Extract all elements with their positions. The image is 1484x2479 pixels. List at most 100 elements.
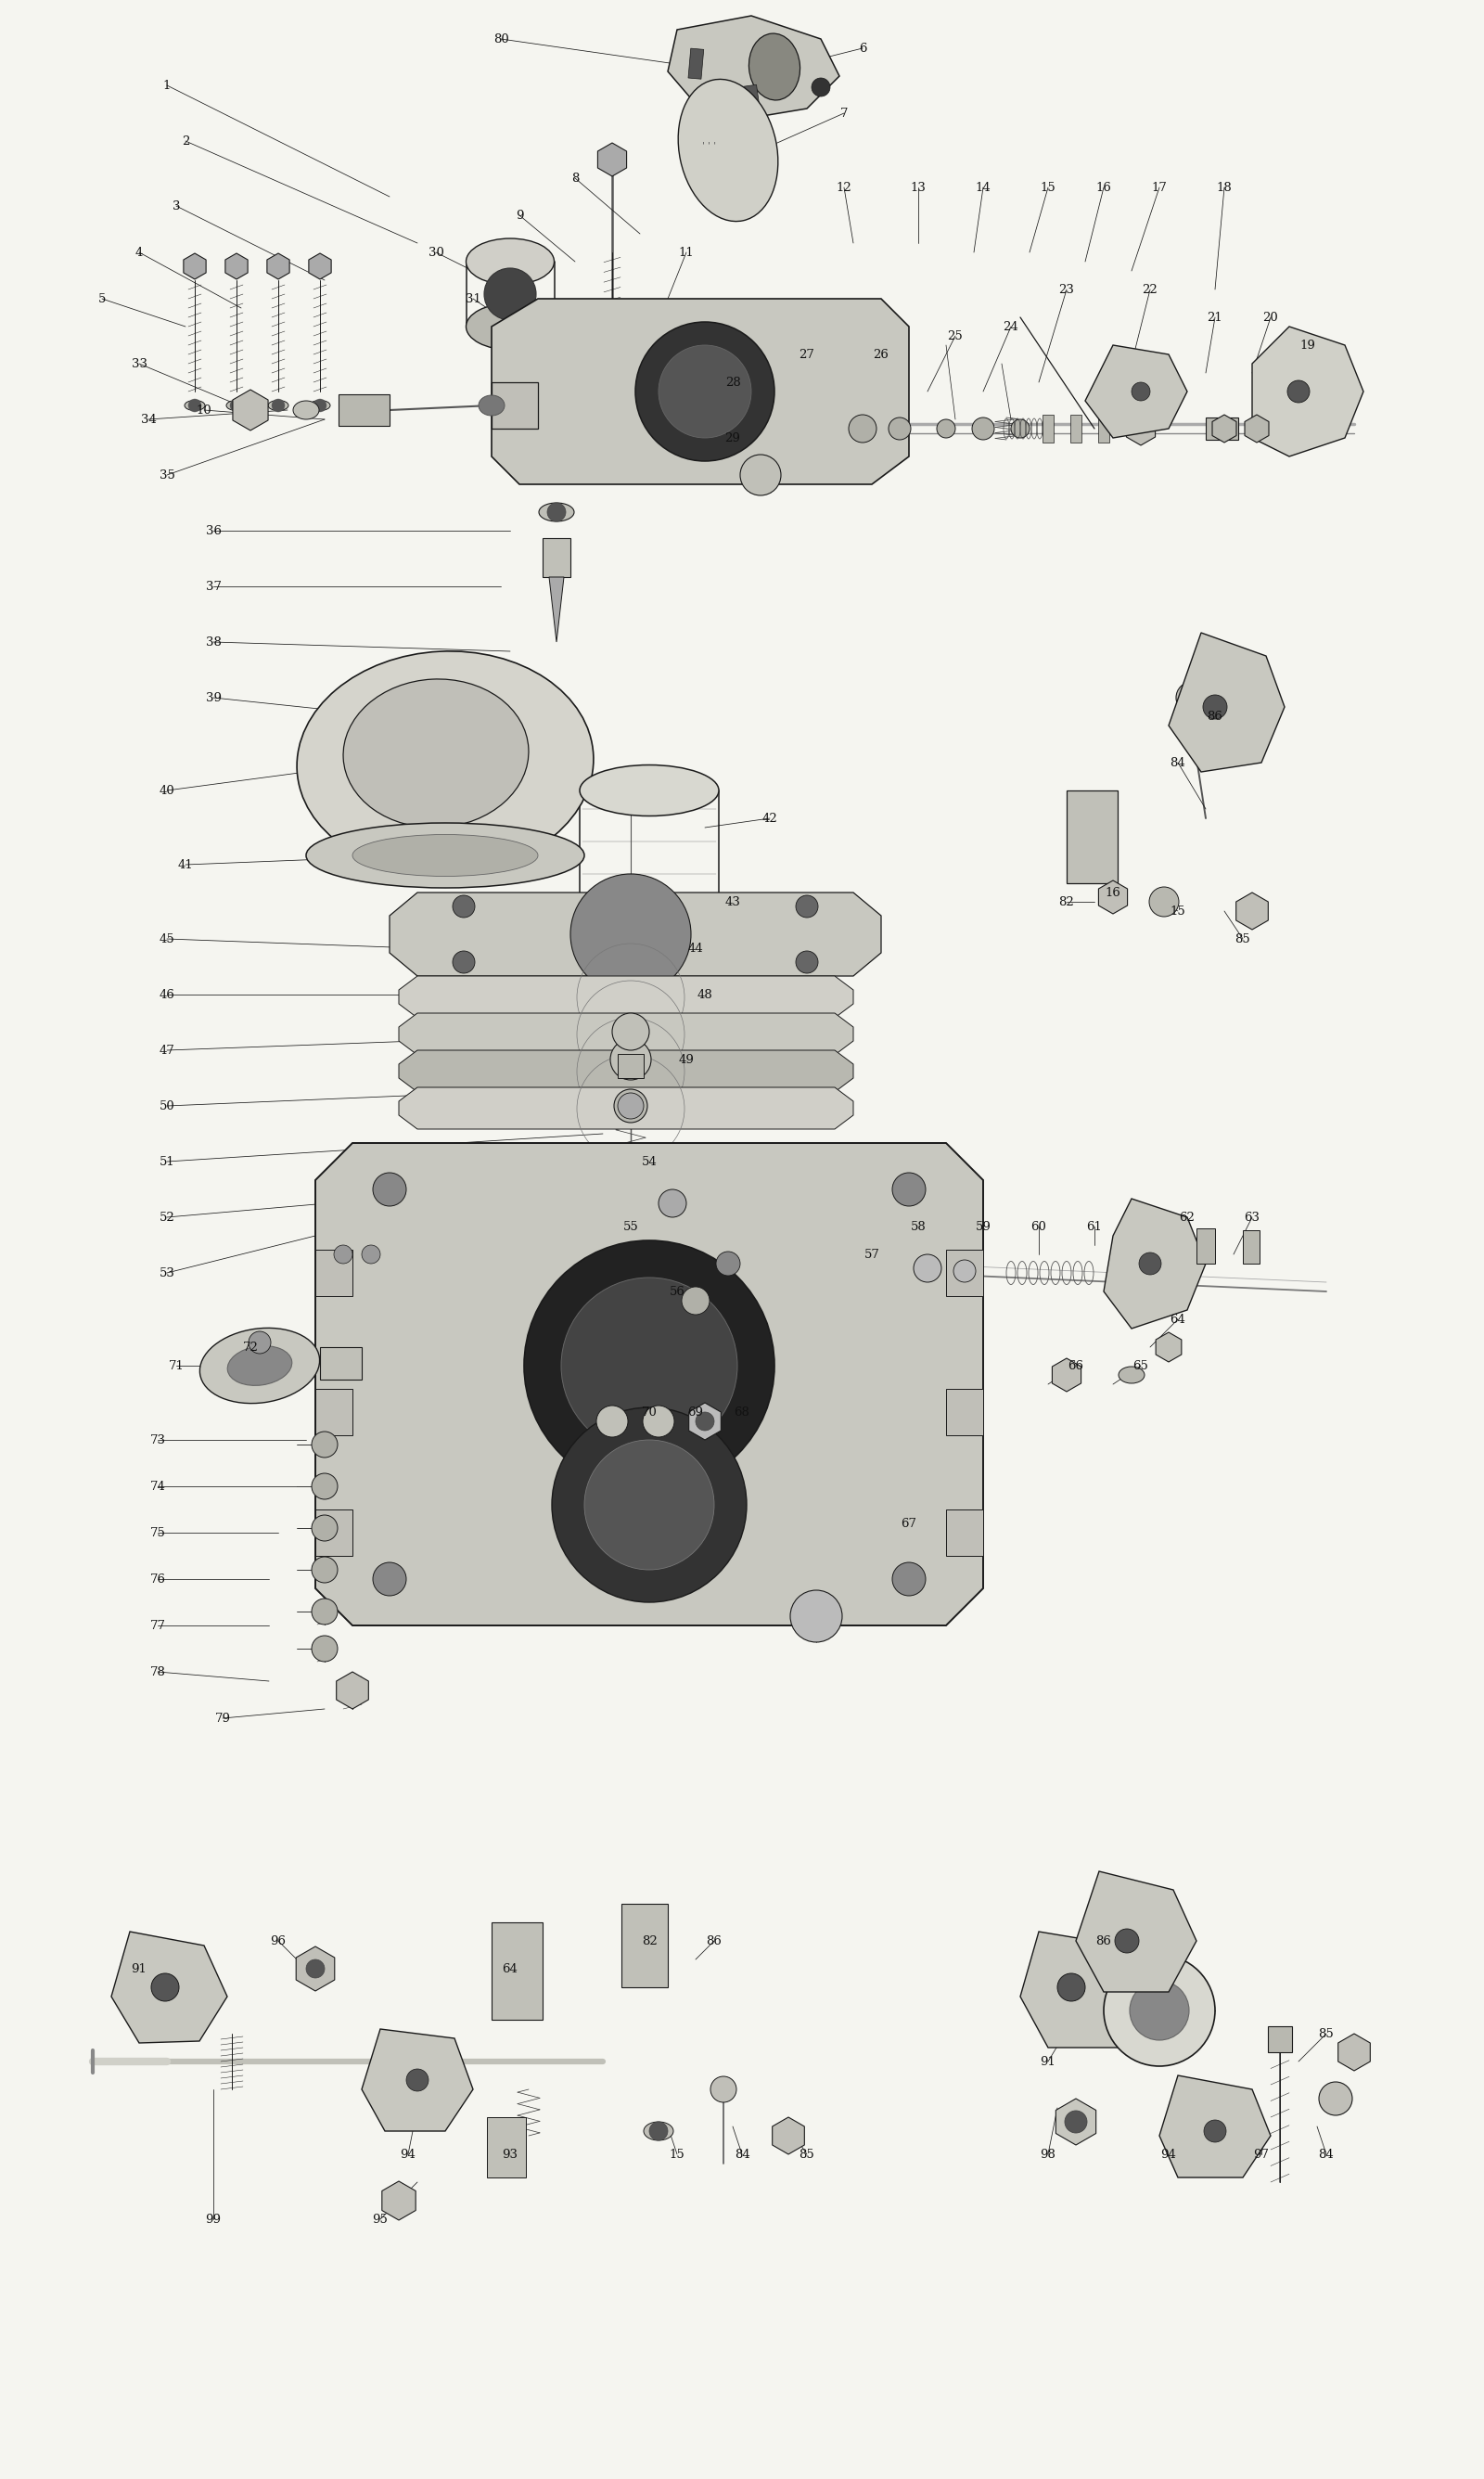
- Text: 91: 91: [1040, 2055, 1057, 2067]
- Circle shape: [614, 1088, 647, 1123]
- Circle shape: [610, 1039, 651, 1081]
- Text: 58: 58: [911, 1220, 926, 1232]
- Circle shape: [659, 345, 751, 439]
- Text: 39: 39: [205, 692, 221, 704]
- Text: 59: 59: [975, 1220, 991, 1232]
- Text: 13: 13: [910, 181, 926, 193]
- Circle shape: [1011, 419, 1030, 439]
- Ellipse shape: [580, 922, 718, 974]
- Text: 18: 18: [1217, 181, 1232, 193]
- Text: 16: 16: [1106, 887, 1120, 897]
- Polygon shape: [399, 1051, 853, 1091]
- Text: 75: 75: [150, 1527, 166, 1539]
- Text: 50: 50: [159, 1101, 175, 1113]
- Text: 54: 54: [641, 1155, 657, 1168]
- Circle shape: [889, 416, 911, 439]
- Text: 86: 86: [1206, 709, 1223, 721]
- Polygon shape: [668, 15, 840, 119]
- Circle shape: [313, 399, 326, 412]
- Text: 84: 84: [735, 2149, 749, 2159]
- Polygon shape: [1156, 1331, 1181, 1361]
- Text: 64: 64: [502, 1963, 518, 1976]
- Text: 71: 71: [168, 1358, 184, 1371]
- Circle shape: [484, 268, 536, 320]
- Bar: [1070, 414, 1082, 444]
- Bar: [321, 1346, 362, 1381]
- Text: 23: 23: [1058, 283, 1074, 295]
- Text: 82: 82: [1060, 895, 1074, 907]
- Text: 82: 82: [641, 1936, 657, 1946]
- Bar: [487, 2117, 525, 2177]
- Bar: [316, 1388, 353, 1435]
- Bar: [338, 394, 390, 426]
- Text: 7: 7: [840, 107, 847, 119]
- Circle shape: [613, 1014, 650, 1051]
- Bar: [316, 1510, 353, 1557]
- Bar: [1205, 416, 1238, 439]
- Polygon shape: [1212, 414, 1236, 444]
- Circle shape: [1149, 887, 1178, 917]
- Ellipse shape: [644, 2122, 674, 2139]
- Text: 97: 97: [1254, 2149, 1269, 2159]
- Ellipse shape: [1119, 1366, 1144, 1383]
- Text: 49: 49: [678, 1054, 695, 1066]
- Circle shape: [372, 1562, 407, 1596]
- Text: 64: 64: [1169, 1314, 1186, 1326]
- Text: 57: 57: [864, 1249, 880, 1259]
- Circle shape: [312, 1515, 338, 1542]
- Text: 86: 86: [706, 1936, 723, 1946]
- Bar: [617, 1054, 644, 1078]
- Bar: [1244, 1230, 1260, 1264]
- Circle shape: [453, 895, 475, 917]
- Circle shape: [151, 1973, 180, 2001]
- Text: 45: 45: [159, 932, 175, 944]
- Text: 74: 74: [150, 1480, 166, 1492]
- Circle shape: [1104, 1956, 1215, 2065]
- Text: 25: 25: [948, 330, 963, 342]
- Ellipse shape: [749, 32, 800, 99]
- Circle shape: [650, 2122, 668, 2139]
- Circle shape: [711, 2077, 736, 2102]
- Text: 94: 94: [401, 2149, 416, 2159]
- Polygon shape: [184, 253, 206, 280]
- Ellipse shape: [294, 402, 319, 419]
- Text: 91: 91: [131, 1963, 147, 1976]
- Circle shape: [696, 1413, 714, 1430]
- Circle shape: [407, 2070, 429, 2092]
- Circle shape: [230, 399, 243, 412]
- Text: 8: 8: [571, 171, 579, 183]
- Text: 34: 34: [141, 414, 156, 426]
- Text: 60: 60: [1031, 1220, 1046, 1232]
- Polygon shape: [297, 1946, 334, 1991]
- Text: 26: 26: [873, 350, 889, 359]
- Circle shape: [892, 1173, 926, 1207]
- Text: 43: 43: [724, 895, 741, 907]
- Text: 95: 95: [372, 2214, 389, 2226]
- Bar: [743, 84, 760, 109]
- Circle shape: [548, 503, 565, 521]
- Ellipse shape: [678, 79, 778, 221]
- Text: 15: 15: [1040, 181, 1055, 193]
- Polygon shape: [233, 389, 269, 431]
- Text: 48: 48: [697, 989, 712, 1002]
- Text: 56: 56: [669, 1287, 686, 1297]
- Bar: [1098, 414, 1110, 444]
- Bar: [1267, 2025, 1293, 2053]
- Text: 68: 68: [735, 1406, 749, 1418]
- Circle shape: [597, 1406, 628, 1438]
- Text: 84: 84: [1171, 756, 1186, 768]
- Text: 46: 46: [159, 989, 175, 1002]
- Text: 5: 5: [98, 293, 105, 305]
- Ellipse shape: [319, 719, 340, 731]
- Text: 11: 11: [678, 245, 695, 258]
- Circle shape: [1204, 2120, 1226, 2142]
- Polygon shape: [1236, 892, 1269, 930]
- Polygon shape: [1252, 327, 1364, 456]
- Text: 69: 69: [687, 1406, 703, 1418]
- Polygon shape: [399, 1088, 853, 1128]
- Circle shape: [552, 1408, 746, 1601]
- Circle shape: [914, 1254, 941, 1282]
- Circle shape: [312, 1473, 338, 1500]
- Ellipse shape: [539, 503, 574, 521]
- Polygon shape: [1245, 414, 1269, 444]
